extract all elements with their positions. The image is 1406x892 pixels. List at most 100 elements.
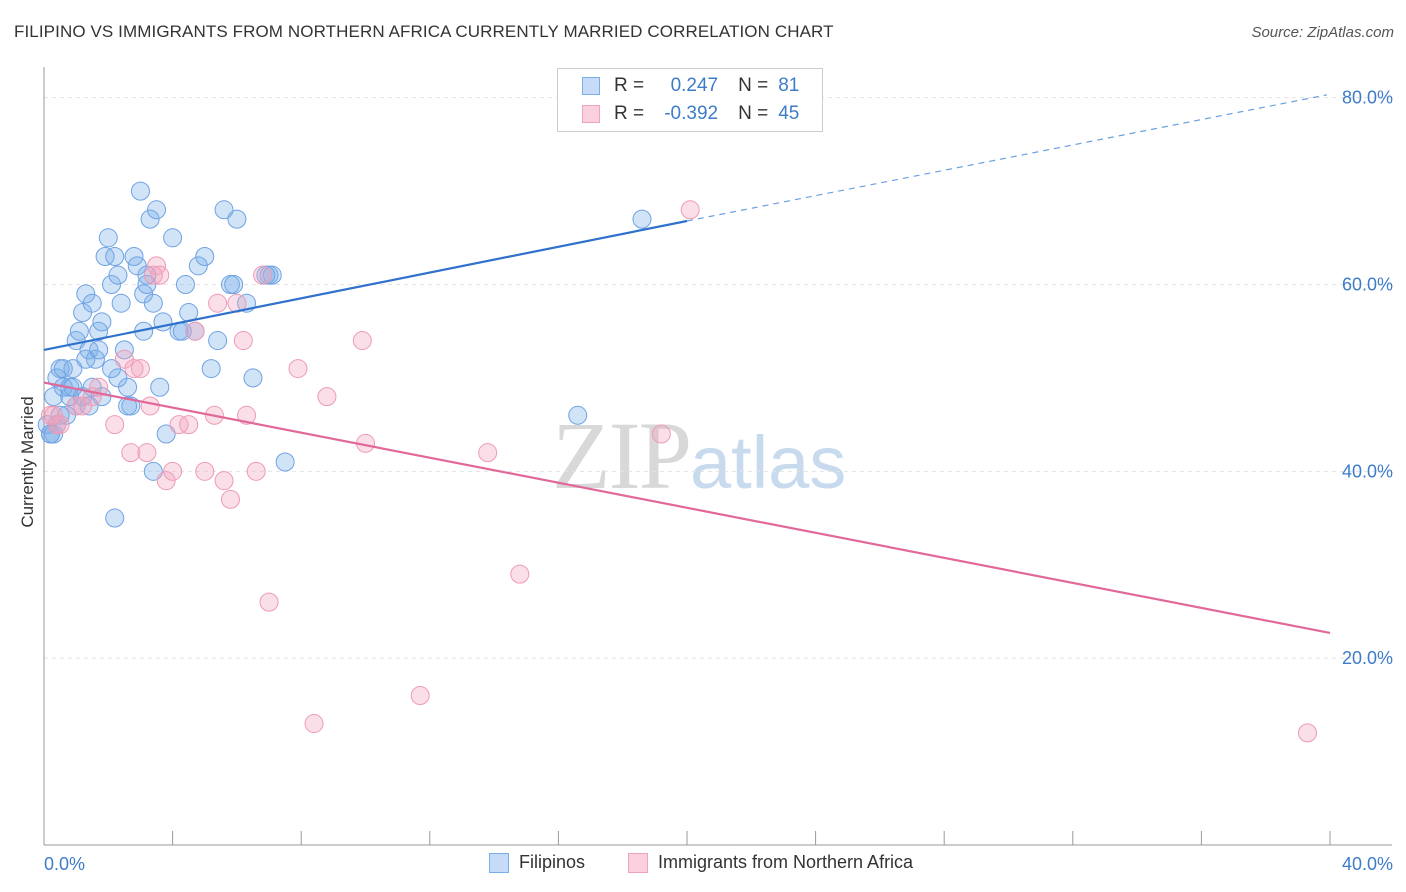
legend-r-value: -0.392 <box>664 103 719 124</box>
legend-n-label: N = <box>738 75 769 96</box>
data-point <box>1297 723 1317 743</box>
bottom-legend-swatch-filipinos <box>489 852 509 873</box>
watermark-zip: ZIP <box>552 402 692 509</box>
legend-r-label: R = <box>614 103 645 124</box>
chart-title: FILIPINO VS IMMIGRANTS FROM NORTHERN AFR… <box>14 22 834 41</box>
data-point <box>150 265 170 285</box>
data-point <box>410 686 430 706</box>
data-point <box>169 415 189 435</box>
data-point <box>105 415 125 435</box>
data-point <box>92 312 112 332</box>
legend-row-filipinos: R = 0.247 N = 81 <box>582 74 799 98</box>
data-point <box>137 443 157 463</box>
y-tick-label: 40.0% <box>1342 461 1393 481</box>
trendline-immigrants <box>43 381 1331 635</box>
data-point <box>304 714 324 734</box>
data-point <box>82 293 102 313</box>
trendline-filipinos <box>43 219 688 351</box>
data-point <box>195 246 215 266</box>
data-point <box>53 359 73 379</box>
data-point <box>208 293 228 313</box>
legend-swatch-immigrants <box>582 105 600 123</box>
bottom-legend-label-immigrants: Immigrants from Northern Africa <box>658 852 914 872</box>
data-point <box>253 265 273 285</box>
legend-n-label: N = <box>738 103 769 124</box>
data-point <box>121 443 141 463</box>
trendline-filipinos-extension <box>686 94 1327 222</box>
data-point <box>76 284 96 304</box>
legend-n-value: 45 <box>778 103 800 124</box>
data-point <box>76 349 96 369</box>
data-point <box>175 275 195 295</box>
data-point <box>140 396 160 416</box>
data-point <box>275 452 295 472</box>
data-point <box>44 405 64 425</box>
y-tick-label: 20.0% <box>1342 648 1393 668</box>
legend-r-value: 0.247 <box>670 75 719 96</box>
data-point <box>143 265 163 285</box>
data-point <box>102 275 122 295</box>
bottom-legend-immigrants: Immigrants from Northern Africa <box>628 852 913 873</box>
data-point <box>111 293 131 313</box>
source-label: Source: ZipAtlas.com <box>1251 24 1394 41</box>
data-point <box>259 592 279 612</box>
data-point <box>105 246 125 266</box>
series-immigrants <box>40 200 1317 743</box>
data-point <box>179 415 199 435</box>
data-point <box>568 405 588 425</box>
data-point <box>288 359 308 379</box>
data-point <box>680 200 700 220</box>
data-point <box>50 415 70 435</box>
correlation-legend: R = 0.247 N = 81 R = -0.392 N = 45 <box>557 68 823 132</box>
legend-row-immigrants: R = -0.392 N = 45 <box>582 102 799 126</box>
data-point <box>262 265 282 285</box>
data-point <box>227 209 247 229</box>
data-point <box>108 265 128 285</box>
bottom-legend-label-filipinos: Filipinos <box>519 852 586 872</box>
data-point <box>124 359 144 379</box>
data-point <box>137 275 157 295</box>
data-point <box>220 489 240 509</box>
x-tick-label: 0.0% <box>44 854 85 874</box>
data-point <box>150 377 170 397</box>
data-point <box>143 461 163 481</box>
data-point <box>214 200 234 220</box>
data-point <box>163 228 183 248</box>
data-point <box>478 443 498 463</box>
data-point <box>224 275 244 295</box>
watermark: ZIPatlas <box>552 400 846 511</box>
data-point <box>73 396 93 416</box>
legend-swatch-filipinos <box>582 77 600 95</box>
data-point <box>63 359 83 379</box>
data-point <box>118 396 138 416</box>
x-tick-label: 40.0% <box>1342 854 1393 874</box>
data-point <box>108 368 128 388</box>
bottom-legend-swatch-immigrants <box>628 852 648 873</box>
data-point <box>130 359 150 379</box>
data-point <box>185 321 205 341</box>
data-point <box>140 209 160 229</box>
y-tick-label: 80.0% <box>1342 88 1393 108</box>
legend-n-value: 81 <box>778 75 800 96</box>
data-point <box>143 293 163 313</box>
data-point <box>66 396 86 416</box>
y-tick-label: 60.0% <box>1342 275 1393 295</box>
bottom-legend-filipinos: Filipinos <box>489 852 585 873</box>
data-point <box>632 209 652 229</box>
data-point <box>246 461 266 481</box>
legend-r-label: R = <box>614 75 645 96</box>
data-point <box>208 331 228 351</box>
data-point <box>317 387 337 407</box>
data-point <box>214 471 234 491</box>
data-point <box>510 564 530 584</box>
data-point <box>105 508 125 528</box>
data-point <box>156 471 176 491</box>
data-point <box>352 331 372 351</box>
y-axis-title: Currently Married <box>18 396 37 527</box>
data-point <box>102 359 122 379</box>
data-point <box>237 405 257 425</box>
data-point <box>233 331 253 351</box>
data-point <box>163 461 183 481</box>
data-point <box>89 340 109 360</box>
